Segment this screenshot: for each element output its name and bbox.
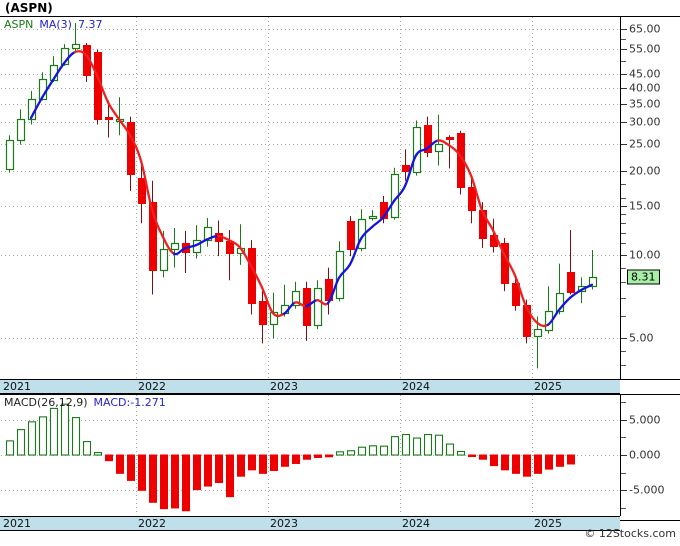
last-price-badge: 8.31 — [627, 269, 660, 285]
axis-tick-major — [621, 104, 627, 105]
price-axis-label: 30.00 — [629, 115, 661, 129]
legend-ma-label: MA(3) — [39, 18, 72, 31]
price-axis-label: 15.00 — [629, 199, 661, 213]
x-axis-year-macd-2023: 2023 — [270, 517, 298, 530]
axis-tick-major — [621, 122, 627, 123]
price-y-axis: 65.00 55.00 45.00 40.00 35.00 30.00 25.00 20.00… — [621, 17, 680, 379]
price-plot-area[interactable] — [1, 17, 620, 378]
price-legend: ASPN MA(3) 7.37 — [4, 18, 102, 31]
macd-name: MACD(26,12,9) — [4, 396, 88, 409]
macd-axis-rail — [620, 395, 621, 516]
x-axis-year-2024: 2024 — [402, 380, 430, 393]
macd-plot-area[interactable] — [1, 395, 620, 515]
title-bar: (ASPN) — [0, 0, 680, 16]
axis-tick-minor — [621, 184, 626, 185]
x-axis-year-2023: 2023 — [270, 380, 298, 393]
copyright-footer: © 12Stocks.com — [584, 527, 676, 540]
price-axis-rail — [620, 17, 621, 379]
axis-tick-minor — [621, 39, 626, 40]
price-axis-label: 25.00 — [629, 137, 661, 151]
axis-tick-minor — [621, 233, 626, 234]
axis-tick-minor — [621, 61, 626, 62]
macd-axis-label: 0.000 — [629, 448, 661, 462]
axis-tick-major — [621, 206, 627, 207]
axis-tick-major — [621, 49, 627, 50]
axis-tick-minor — [621, 268, 626, 269]
macd-axis-label: -5.000 — [629, 483, 665, 497]
macd-axis-label: 5.000 — [629, 413, 661, 427]
price-candlestick-svg — [1, 17, 620, 378]
axis-tick-major — [621, 29, 627, 30]
x-axis-year-2022: 2022 — [138, 380, 166, 393]
price-axis-label: 20.00 — [629, 164, 661, 178]
price-axis-label: 55.00 — [629, 42, 661, 56]
x-axis-year-2021: 2021 — [3, 380, 31, 393]
axis-tick-minor — [621, 437, 626, 438]
x-axis-year-macd-2021: 2021 — [3, 517, 31, 530]
legend-symbol: ASPN — [4, 18, 34, 31]
x-axis-year-macd-2022: 2022 — [138, 517, 166, 530]
axis-tick-minor — [621, 198, 626, 199]
axis-tick-major — [621, 338, 627, 339]
macd-legend: MACD(26,12,9) MACD:-1.271 — [4, 396, 166, 409]
axis-tick-minor — [621, 298, 626, 299]
axis-tick-minor — [621, 282, 626, 283]
axis-tick-major — [621, 455, 627, 456]
x-axis-year-macd-2024: 2024 — [402, 517, 430, 530]
price-axis-label: 65.00 — [629, 22, 661, 36]
axis-tick-minor — [621, 223, 626, 224]
x-axis-band-price: 2021 2022 2023 2024 2025 — [0, 379, 620, 394]
price-axis-label: 45.00 — [629, 67, 661, 81]
axis-tick-minor — [621, 473, 626, 474]
axis-tick-minor — [621, 351, 626, 352]
axis-tick-minor — [621, 365, 626, 366]
axis-tick-minor — [621, 402, 626, 403]
axis-tick-major — [621, 420, 627, 421]
page-title: (ASPN) — [5, 1, 53, 15]
axis-tick-major — [621, 74, 627, 75]
x-axis-year-macd-2025: 2025 — [534, 517, 562, 530]
x-axis-band-macd: 2021 2022 2023 2024 2025 — [0, 516, 620, 531]
macd-y-axis: 5.000 0.000 -5.000 — [621, 395, 680, 516]
axis-tick-minor — [621, 243, 626, 244]
axis-tick-minor — [621, 508, 626, 509]
price-axis-label: 10.00 — [629, 248, 661, 262]
price-axis-label: 5.00 — [629, 331, 654, 345]
macd-value: MACD:-1.271 — [93, 396, 166, 409]
price-axis-label: 40.00 — [629, 81, 661, 95]
axis-tick-major — [621, 255, 627, 256]
axis-tick-major — [621, 171, 627, 172]
x-axis-year-2025: 2025 — [534, 380, 562, 393]
macd-histogram-svg — [1, 395, 620, 515]
macd-panel — [0, 394, 680, 521]
axis-tick-major — [621, 88, 627, 89]
price-axis-label: 35.00 — [629, 97, 661, 111]
axis-tick-major — [621, 144, 627, 145]
axis-tick-major — [621, 490, 627, 491]
axis-tick-minor — [621, 214, 626, 215]
legend-ma-value: 7.37 — [77, 18, 103, 31]
price-panel — [0, 16, 680, 380]
axis-tick-minor — [621, 316, 626, 317]
